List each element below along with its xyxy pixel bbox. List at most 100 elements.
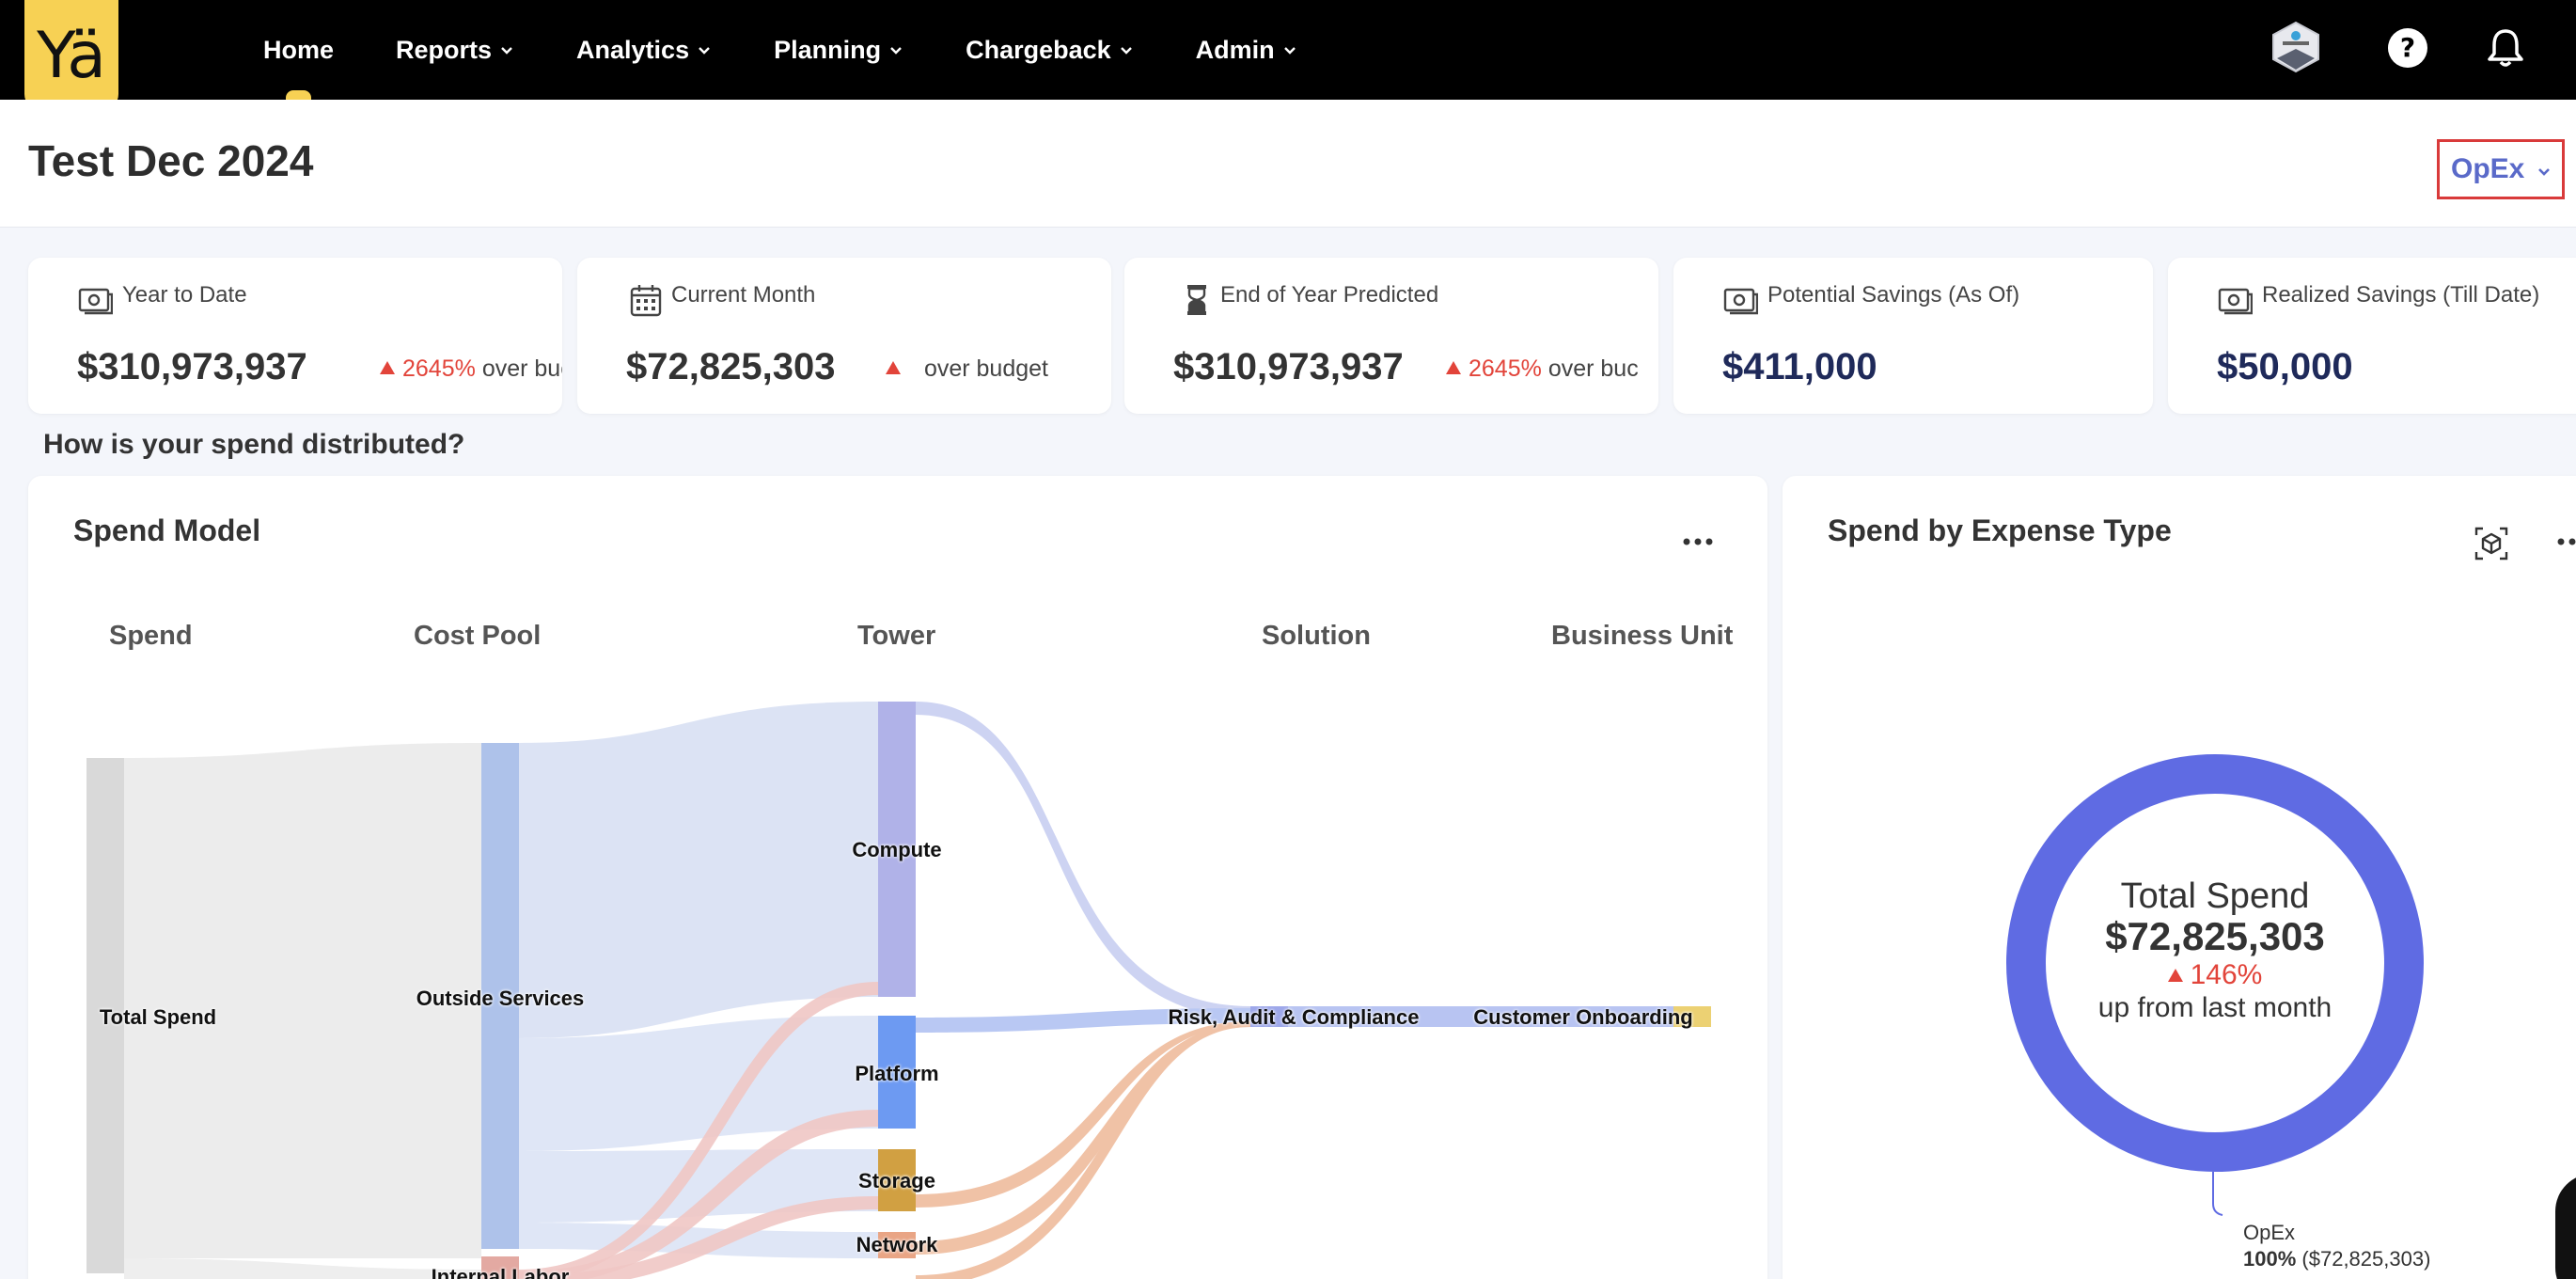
expense-type-select[interactable]: OpEx xyxy=(2437,139,2565,199)
kpi-value: $72,825,303 xyxy=(626,346,836,387)
node-label-storage: Storage xyxy=(858,1169,935,1192)
kpi-trend: 2645% over buc xyxy=(380,355,562,383)
page-title: Test Dec 2024 xyxy=(28,136,314,185)
up-arrow-icon xyxy=(886,361,901,374)
kpi-card-potential-savings[interactable]: Potential Savings (As Of) $411,000 xyxy=(1673,258,2153,414)
money-icon xyxy=(2218,288,2253,315)
nav-item-label: Planning xyxy=(774,35,882,64)
sankey-link xyxy=(1288,1006,1673,1027)
nav-item-chargeback[interactable]: Chargeback xyxy=(966,0,1134,100)
donut-center-value: $72,825,303 xyxy=(2105,914,2325,958)
sankey-link xyxy=(124,1258,481,1279)
hourglass-icon xyxy=(1187,285,1206,315)
up-arrow-icon xyxy=(380,361,395,374)
nav-item-analytics[interactable]: Analytics xyxy=(576,0,712,100)
kpi-trend-pct: 2645% xyxy=(402,355,476,382)
expense-type-title: Spend by Expense Type xyxy=(1828,513,2172,547)
column-header-business-unit: Business Unit xyxy=(1551,621,1734,651)
nav-menu: Home Reports Analytics Planning Chargeba… xyxy=(263,0,1359,100)
kpi-card-year-to-date[interactable]: Year to Date $310,973,937 2645% over buc xyxy=(28,258,562,414)
node-label-network: Network xyxy=(856,1233,938,1256)
chevron-down-icon xyxy=(1120,47,1132,55)
sankey-link xyxy=(519,1016,878,1151)
sankey-node xyxy=(481,743,519,1249)
chevron-down-icon xyxy=(1283,47,1296,55)
nav-item-reports[interactable]: Reports xyxy=(396,0,514,100)
calendar-icon xyxy=(630,285,662,317)
kpi-trend-text: over buc xyxy=(1547,355,1639,382)
sankey-node xyxy=(86,758,124,1273)
kpi-value: $310,973,937 xyxy=(77,346,307,387)
sankey-link xyxy=(519,1110,878,1279)
kpi-label: Potential Savings (As Of) xyxy=(1767,282,2020,308)
spend-model-title: Spend Model xyxy=(73,513,261,547)
page-header: Test Dec 2024 OpEx xyxy=(0,100,2576,228)
kpi-value: $310,973,937 xyxy=(1173,346,1404,387)
money-icon xyxy=(1723,288,1758,315)
donut-slice-opex[interactable] xyxy=(2006,754,2424,1172)
kpi-card-current-month[interactable]: Current Month $72,825,303 over budget xyxy=(577,258,1111,414)
slice-label-pct: 100% xyxy=(2243,1247,2297,1271)
column-header-solution: Solution xyxy=(1262,621,1371,651)
kpi-trend-pct: 2645% xyxy=(1469,355,1542,382)
app-logo[interactable]: Yä xyxy=(24,0,118,111)
bell-icon[interactable] xyxy=(2484,26,2527,70)
top-navbar: Yä Home Reports Analytics Planning Charg… xyxy=(0,0,2576,111)
kpi-value: $411,000 xyxy=(1722,346,1877,387)
up-arrow-icon xyxy=(2167,969,2183,982)
column-header-cost-pool: Cost Pool xyxy=(414,621,542,651)
help-icon[interactable]: ? xyxy=(2386,26,2429,70)
chevron-down-icon xyxy=(890,47,902,55)
sankey-node xyxy=(878,1232,916,1258)
donut-center-subtitle: up from last month xyxy=(2097,992,2333,1023)
sankey-node xyxy=(878,702,916,997)
node-label-risk-audit-compliance: Risk, Audit & Compliance xyxy=(1168,1005,1420,1029)
slice-label-name: OpEx xyxy=(2243,1221,2296,1244)
node-label-customer-onboarding: Customer Onboarding xyxy=(1473,1005,1693,1029)
slice-label-value: 100% ($72,825,303) xyxy=(2243,1247,2430,1271)
sankey-node xyxy=(878,1149,916,1211)
kpi-trend-text: over buc xyxy=(481,355,562,382)
sankey-link xyxy=(124,743,481,1258)
nav-item-admin[interactable]: Admin xyxy=(1196,0,1297,100)
donut-center-title: Total Spend xyxy=(2120,876,2310,916)
more-options-icon[interactable] xyxy=(1679,532,1717,551)
node-label-internal-labor: Internal Labor xyxy=(431,1265,570,1279)
column-header-spend: Spend xyxy=(109,621,193,651)
sankey-link xyxy=(916,1008,1250,1033)
node-label-outside-services: Outside Services xyxy=(416,987,585,1010)
sankey-node xyxy=(1673,1006,1711,1027)
kpi-card-end-of-year[interactable]: End of Year Predicted $310,973,937 2645%… xyxy=(1124,258,1658,414)
donut-change-pct: 146% xyxy=(2190,959,2263,990)
nav-item-planning[interactable]: Planning xyxy=(774,0,903,100)
chevron-down-icon xyxy=(2538,168,2550,176)
column-header-tower: Tower xyxy=(857,621,936,651)
cube-icon[interactable] xyxy=(2473,525,2510,562)
sankey-link xyxy=(519,1196,878,1279)
node-label-platform: Platform xyxy=(855,1062,939,1085)
chat-widget-button[interactable] xyxy=(2555,1174,2576,1279)
finops-badge-icon[interactable] xyxy=(2270,21,2322,73)
kpi-card-realized-savings[interactable]: Realized Savings (Till Date) $50,000 xyxy=(2168,258,2576,414)
kpi-label: Realized Savings (Till Date) xyxy=(2262,282,2540,308)
nav-item-label: Admin xyxy=(1195,35,1275,64)
kpi-trend-text: over budget xyxy=(923,355,1048,382)
sankey-node xyxy=(481,1256,519,1279)
select-value: OpEx xyxy=(2451,153,2525,184)
svg-text:?: ? xyxy=(2400,32,2415,63)
slice-label-amount: ($72,825,303) xyxy=(2301,1247,2431,1271)
more-options-icon[interactable] xyxy=(2553,532,2576,551)
nav-item-label: Home xyxy=(263,35,335,64)
sankey-link xyxy=(519,702,878,1038)
chevron-down-icon xyxy=(699,47,710,55)
up-arrow-icon xyxy=(1446,361,1461,374)
chevron-down-icon xyxy=(501,47,512,55)
kpi-label: Year to Date xyxy=(122,282,247,308)
node-label-compute: Compute xyxy=(852,838,942,861)
nav-item-label: Chargeback xyxy=(966,35,1111,64)
nav-item-home[interactable]: Home xyxy=(263,0,334,100)
donut-center-change: 146% xyxy=(2003,959,2427,991)
kpi-value: $50,000 xyxy=(2217,346,2353,387)
section-heading: How is your spend distributed? xyxy=(43,429,465,460)
